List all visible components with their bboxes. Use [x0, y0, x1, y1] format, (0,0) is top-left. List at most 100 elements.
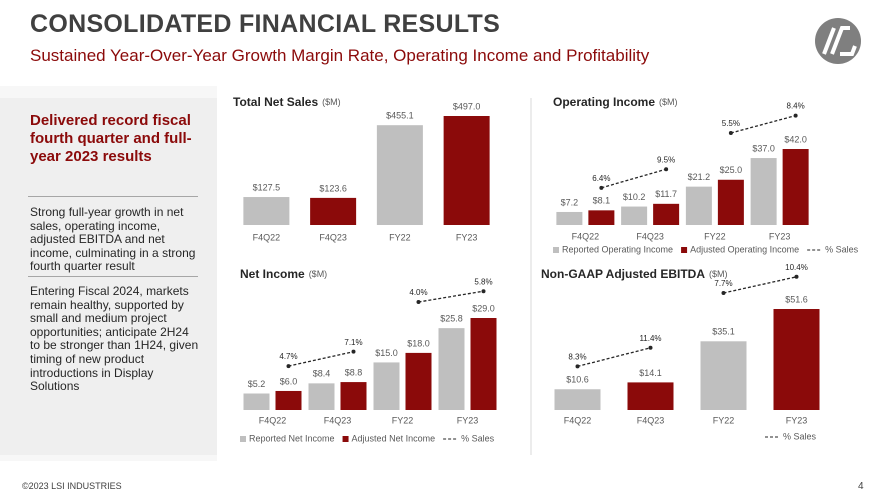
value-label: $29.0 [472, 303, 495, 313]
x-tick-label: F4Q22 [564, 415, 592, 425]
line-point [728, 131, 733, 135]
legend-label: Adjusted Net Income [352, 433, 436, 443]
legend-label: % Sales [461, 433, 495, 443]
x-tick-label: F4Q23 [324, 415, 352, 425]
legend-swatch [553, 247, 559, 253]
sidebar: Delivered record fiscal fourth quarter a… [0, 98, 217, 455]
line-point [286, 364, 291, 369]
value-label: $35.1 [712, 327, 735, 337]
value-label: $11.7 [655, 189, 677, 199]
legend-swatch [681, 247, 688, 253]
legend-label: Reported Net Income [249, 433, 335, 443]
line-point [575, 364, 580, 369]
sidebar-paragraph: Entering Fiscal 2024, markets remain hea… [30, 284, 199, 394]
line-label: 8.4% [787, 102, 805, 111]
sidebar-heading: Delivered record fiscal fourth quarter a… [30, 112, 192, 165]
bar [556, 211, 583, 225]
page-number: 4 [858, 481, 864, 492]
chart-unit: ($M) [709, 269, 728, 279]
x-tick-label: F4Q22 [253, 232, 281, 242]
line-label: 10.4% [785, 263, 808, 272]
bar [717, 179, 744, 225]
chart-title: Non-GAAP Adjusted EBITDA ($M) [541, 267, 728, 281]
line-point [648, 345, 653, 350]
legend-label: % Sales [825, 244, 859, 254]
bar [376, 125, 423, 225]
value-label: $15.0 [375, 348, 398, 358]
value-label: $8.1 [593, 196, 611, 206]
line-label: 11.4% [639, 334, 661, 343]
value-label: $6.0 [280, 376, 298, 386]
line-label: 4.0% [409, 288, 427, 297]
line-label: 5.8% [474, 277, 492, 286]
line-point [351, 349, 356, 354]
value-label: $5.2 [248, 379, 266, 389]
line [723, 276, 797, 294]
bar [627, 382, 674, 410]
logo [815, 18, 861, 64]
value-label: $10.6 [566, 375, 589, 385]
bar [405, 352, 432, 410]
bar [653, 203, 680, 225]
legend-label: Adjusted Operating Income [690, 244, 799, 254]
x-tick-label: FY23 [457, 415, 479, 425]
bar [308, 383, 335, 410]
value-label: $14.1 [639, 368, 662, 378]
copyright: ©2023 LSI INDUSTRIES [22, 481, 122, 491]
line-label: 7.7% [714, 279, 732, 288]
value-label: $123.6 [319, 183, 347, 193]
line-point [793, 113, 798, 118]
bar [782, 149, 809, 225]
x-tick-label: FY22 [389, 232, 411, 242]
line [730, 114, 796, 134]
value-label: $21.2 [688, 172, 711, 182]
chart-unit: ($M) [322, 97, 341, 107]
chart-unit: ($M) [659, 97, 678, 107]
value-label: $497.0 [453, 101, 481, 111]
value-label: $8.8 [345, 367, 363, 377]
divider [28, 196, 198, 197]
value-label: $127.5 [253, 182, 281, 192]
divider [28, 276, 198, 277]
value-label: $37.0 [752, 143, 775, 153]
x-tick-label: FY22 [713, 415, 735, 425]
bar [340, 382, 367, 410]
legend-label: Reported Operating Income [562, 244, 673, 254]
slide-title: CONSOLIDATED FINANCIAL RESULTS [30, 10, 501, 38]
bar [685, 186, 712, 225]
value-label: $455.1 [386, 111, 414, 121]
bar [750, 158, 777, 225]
line-label: 4.7% [279, 352, 297, 361]
line-label: 7.1% [344, 338, 362, 347]
value-label: $10.2 [623, 192, 646, 202]
x-tick-label: FY23 [456, 232, 478, 242]
legend-label: % Sales [783, 431, 817, 441]
chart-unit: ($M) [309, 269, 328, 279]
chart-title-text: Non-GAAP Adjusted EBITDA [541, 267, 705, 281]
line-label: 6.4% [592, 174, 610, 183]
bar [621, 206, 648, 225]
x-tick-label: F4Q23 [636, 231, 664, 241]
value-label: $18.0 [407, 338, 430, 348]
value-label: $25.0 [720, 165, 743, 175]
line-label: 8.3% [568, 353, 586, 362]
line-point [599, 185, 604, 190]
line-label: 5.5% [722, 119, 740, 128]
value-label: $25.8 [440, 314, 463, 324]
x-tick-label: FY23 [769, 231, 791, 241]
slide-subtitle: Sustained Year-Over-Year Growth Margin R… [30, 46, 650, 65]
x-tick-label: F4Q22 [572, 231, 600, 241]
line-point [794, 274, 799, 279]
line-point [416, 300, 421, 304]
x-tick-label: FY23 [786, 415, 808, 425]
header: CONSOLIDATED FINANCIAL RESULTS Sustained… [0, 0, 890, 86]
value-label: $51.6 [785, 294, 808, 304]
line [601, 168, 667, 189]
bar [700, 341, 747, 410]
bar [443, 116, 490, 225]
bar [554, 389, 601, 410]
x-tick-label: F4Q23 [637, 415, 665, 425]
chart-title-text: Total Net Sales [233, 95, 318, 109]
